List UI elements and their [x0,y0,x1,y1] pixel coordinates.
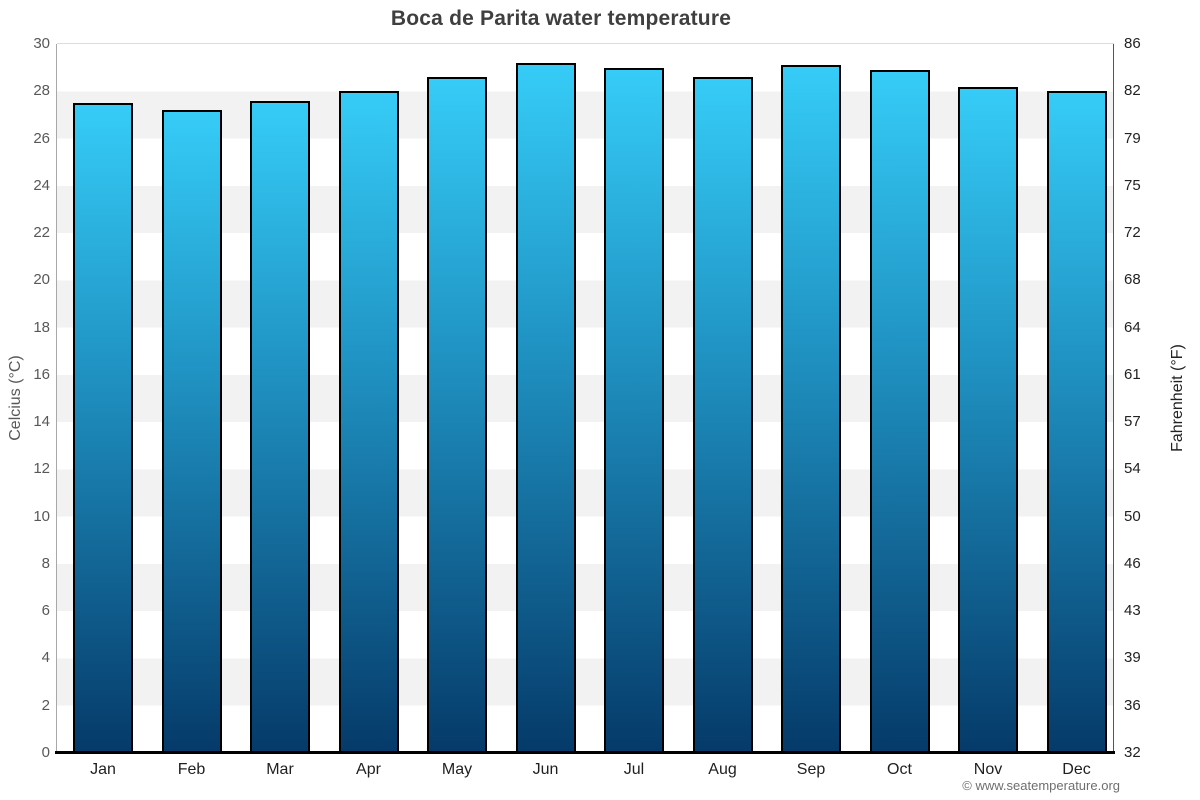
bar-jun[interactable] [515,62,576,753]
ytick-celsius-18: 18 [33,318,50,336]
ytick-fahrenheit-57: 57 [1124,413,1141,431]
bar-oct[interactable] [869,70,930,753]
y-axis-line-celsius [56,44,57,753]
bar-apr[interactable] [338,91,399,753]
ytick-celsius-8: 8 [41,554,50,572]
xlabel-oct: Oct [887,761,912,778]
ytick-fahrenheit-72: 72 [1124,224,1141,242]
ytick-fahrenheit-46: 46 [1124,554,1141,572]
plot-top-gridline [57,43,1114,44]
ytick-fahrenheit-75: 75 [1124,176,1141,194]
ytick-fahrenheit-32: 32 [1124,744,1141,761]
ytick-fahrenheit-61: 61 [1124,365,1141,383]
bar-jul[interactable] [604,67,664,753]
ytick-fahrenheit-82: 82 [1124,82,1141,100]
xlabel-jul: Jul [623,761,645,778]
ytick-celsius-2: 2 [41,696,50,714]
bar-jan[interactable] [73,103,133,753]
ytick-celsius-6: 6 [41,602,50,620]
bar-mar[interactable] [250,100,310,753]
ytick-fahrenheit-39: 39 [1124,649,1141,667]
ytick-celsius-26: 26 [33,129,50,147]
bar-aug[interactable] [692,77,753,753]
ytick-celsius-10: 10 [33,507,50,525]
ytick-celsius-28: 28 [33,82,50,100]
ytick-celsius-12: 12 [33,460,50,478]
ytick-fahrenheit-54: 54 [1124,460,1141,478]
ytick-fahrenheit-36: 36 [1124,696,1141,714]
ytick-fahrenheit-86: 86 [1124,35,1141,52]
bar-feb[interactable] [161,110,222,753]
xlabel-dec: Dec [1062,761,1091,778]
x-axis-baseline [55,751,1115,754]
chart-title: Boca de Parita water temperature [390,7,732,30]
bar-sep[interactable] [781,65,841,753]
y-axis-line-fahrenheit [1113,44,1114,754]
xlabel-apr: Apr [356,761,381,778]
xlabel-may: May [441,761,473,778]
ytick-celsius-20: 20 [33,271,50,289]
ytick-fahrenheit-79: 79 [1124,129,1141,147]
bar-nov[interactable] [958,86,1018,753]
copyright-credit: © www.seatemperature.org [962,778,1120,793]
y-axis-title-fahrenheit: Fahrenheit (°F) [1169,344,1186,452]
xlabel-feb: Feb [177,761,206,778]
ytick-celsius-30: 30 [33,35,50,52]
ytick-celsius-22: 22 [33,224,50,242]
ytick-celsius-24: 24 [33,176,50,194]
xlabel-sep: Sep [796,761,826,778]
plot-area [57,44,1113,753]
xlabel-jun: Jun [532,761,559,778]
xlabel-nov: Nov [973,761,1003,778]
xlabel-aug: Aug [708,761,737,778]
ytick-fahrenheit-64: 64 [1124,318,1141,336]
ytick-fahrenheit-68: 68 [1124,271,1141,289]
ytick-celsius-0: 0 [41,744,50,761]
bar-may[interactable] [427,77,487,753]
ytick-fahrenheit-50: 50 [1124,507,1141,525]
ytick-celsius-4: 4 [41,649,50,667]
ytick-fahrenheit-43: 43 [1124,602,1141,620]
xlabel-jan: Jan [90,761,116,778]
ytick-celsius-14: 14 [33,413,50,431]
bar-dec[interactable] [1046,91,1107,753]
xlabel-mar: Mar [266,761,294,778]
ytick-celsius-16: 16 [33,365,50,383]
bar-series [57,44,1113,753]
